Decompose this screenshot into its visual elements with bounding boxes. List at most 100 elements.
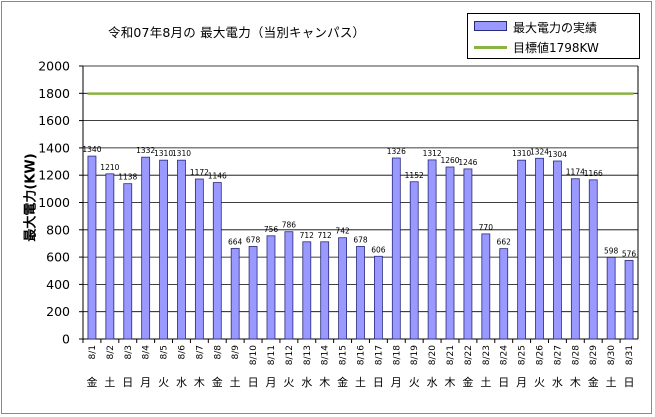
y-tick-label: 1800: [38, 86, 70, 101]
weekday-label: 金: [588, 375, 599, 389]
weekday-label: 土: [355, 376, 366, 389]
data-label: 1312: [423, 149, 442, 158]
x-tick-label: 8/4: [142, 345, 152, 360]
x-tick-label: 8/1: [88, 345, 98, 359]
bar: [159, 159, 168, 340]
weekday-label: 木: [319, 376, 330, 389]
bar: [320, 241, 330, 340]
chart-title: 令和07年8月の 最大電力（当別キャンパス）: [108, 25, 366, 40]
data-label: 1138: [118, 173, 137, 182]
bar: [499, 248, 509, 340]
weekday-label: 月: [265, 376, 276, 389]
bar: [374, 255, 383, 340]
x-tick-label: 8/6: [177, 345, 187, 360]
bar: [177, 159, 186, 340]
weekday-label: 水: [176, 376, 187, 389]
x-tick-label: 8/28: [571, 345, 581, 365]
bar: [356, 246, 365, 340]
bar: [212, 182, 222, 340]
data-label: 712: [300, 231, 315, 240]
weekday-label: 水: [301, 376, 312, 389]
bar: [338, 237, 347, 340]
bar: [123, 183, 133, 340]
bar: [588, 179, 598, 340]
x-tick-label: 8/10: [249, 345, 259, 365]
data-label: 770: [479, 223, 494, 232]
x-tick-label: 8/20: [428, 345, 438, 365]
x-tick-label: 8/27: [553, 345, 563, 365]
x-tick-label: 8/31: [625, 345, 635, 365]
weekday-label: 火: [534, 376, 545, 389]
x-tick-label: 8/26: [536, 345, 546, 365]
data-label: 1340: [82, 145, 101, 154]
bar: [427, 159, 437, 340]
y-tick-label: 1400: [38, 140, 70, 155]
data-label: 1324: [530, 147, 549, 156]
legend-label-actual: 最大電力の実績: [513, 21, 598, 35]
bar: [266, 235, 276, 340]
weekday-label: 金: [462, 375, 473, 389]
bar: [481, 233, 491, 340]
weekday-label: 日: [624, 376, 635, 389]
weekday-label: 金: [86, 375, 97, 389]
x-tick-label: 8/21: [446, 345, 456, 365]
weekday-label: 月: [391, 376, 402, 389]
weekday-label: 木: [194, 376, 205, 389]
weekday-label: 水: [552, 376, 563, 389]
x-tick-label: 8/3: [124, 345, 134, 359]
data-label: 1332: [136, 146, 155, 155]
data-label: 756: [264, 225, 279, 234]
x-tick-label: 8/15: [339, 345, 349, 365]
x-tick-label: 8/9: [231, 345, 241, 360]
weekday-label: 土: [606, 376, 617, 389]
x-tick-label: 8/13: [303, 345, 313, 365]
chart-legend: 最大電力の実績 目標値1798KW: [467, 13, 640, 59]
weekday-label: 月: [516, 376, 527, 389]
bar: [463, 168, 473, 340]
legend-swatch-bar: [474, 21, 507, 31]
bar: [87, 155, 97, 340]
x-tick-label: 8/2: [106, 345, 116, 359]
data-label: 1166: [584, 169, 603, 178]
bar: [517, 159, 527, 340]
bar: [248, 246, 258, 340]
y-tick-label: 2000: [38, 59, 70, 74]
bar: [194, 178, 204, 340]
data-label: 678: [353, 235, 368, 244]
data-label: 1310: [512, 149, 531, 158]
y-tick-label: 1600: [38, 113, 70, 128]
x-tick-label: 8/8: [213, 345, 223, 360]
bar: [445, 166, 455, 340]
bar: [606, 256, 616, 340]
bar: [284, 231, 294, 340]
weekday-label: 金: [337, 375, 348, 389]
weekday-label: 月: [140, 376, 151, 389]
weekday-label: 火: [283, 376, 294, 389]
y-tick-label: 1200: [38, 168, 70, 183]
weekday-label: 金: [212, 375, 223, 389]
x-tick-label: 8/18: [392, 345, 402, 365]
x-tick-label: 8/22: [464, 345, 474, 365]
x-tick-label: 8/17: [374, 345, 384, 365]
y-tick-label: 400: [46, 277, 70, 292]
bar: [391, 157, 401, 340]
legend-item-target: 目標値1798KW: [468, 37, 639, 57]
data-label: 1174: [566, 168, 585, 177]
bar: [141, 156, 151, 340]
data-label: 712: [318, 231, 333, 240]
y-tick-label: 0: [62, 332, 70, 347]
weekday-label: 日: [248, 376, 259, 389]
data-label: 1152: [405, 171, 424, 180]
weekday-label: 日: [373, 376, 384, 389]
weekday-label: 土: [230, 376, 241, 389]
weekday-label: 木: [570, 376, 581, 389]
x-tick-label: 8/25: [518, 345, 528, 365]
data-label: 786: [282, 221, 297, 230]
x-tick-label: 8/5: [160, 345, 170, 359]
data-label: 1246: [458, 158, 477, 167]
data-label: 598: [604, 246, 619, 255]
weekday-label: 日: [122, 376, 133, 389]
y-tick-label: 600: [46, 250, 70, 265]
weekday-label: 土: [480, 376, 491, 389]
